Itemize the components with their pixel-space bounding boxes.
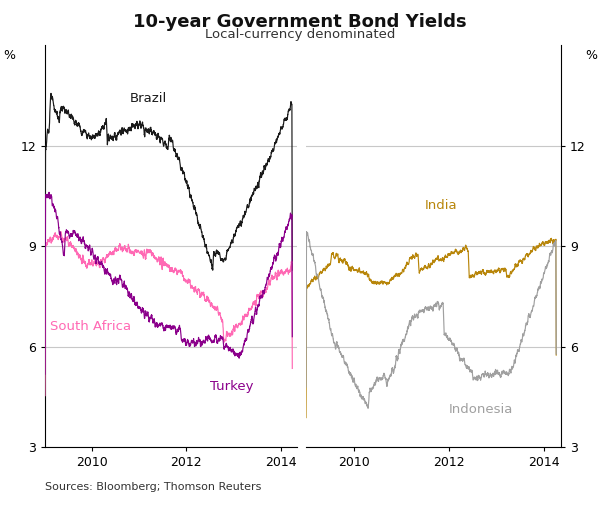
Text: %: % [3, 49, 15, 62]
Text: Sources: Bloomberg; Thomson Reuters: Sources: Bloomberg; Thomson Reuters [45, 482, 262, 492]
Text: Indonesia: Indonesia [449, 403, 514, 417]
Text: Turkey: Turkey [210, 380, 253, 393]
Text: Brazil: Brazil [130, 92, 167, 106]
Text: Local-currency denominated: Local-currency denominated [205, 28, 395, 41]
Text: South Africa: South Africa [50, 320, 131, 333]
Text: 10-year Government Bond Yields: 10-year Government Bond Yields [133, 13, 467, 31]
Text: India: India [425, 199, 458, 213]
Text: %: % [585, 49, 597, 62]
